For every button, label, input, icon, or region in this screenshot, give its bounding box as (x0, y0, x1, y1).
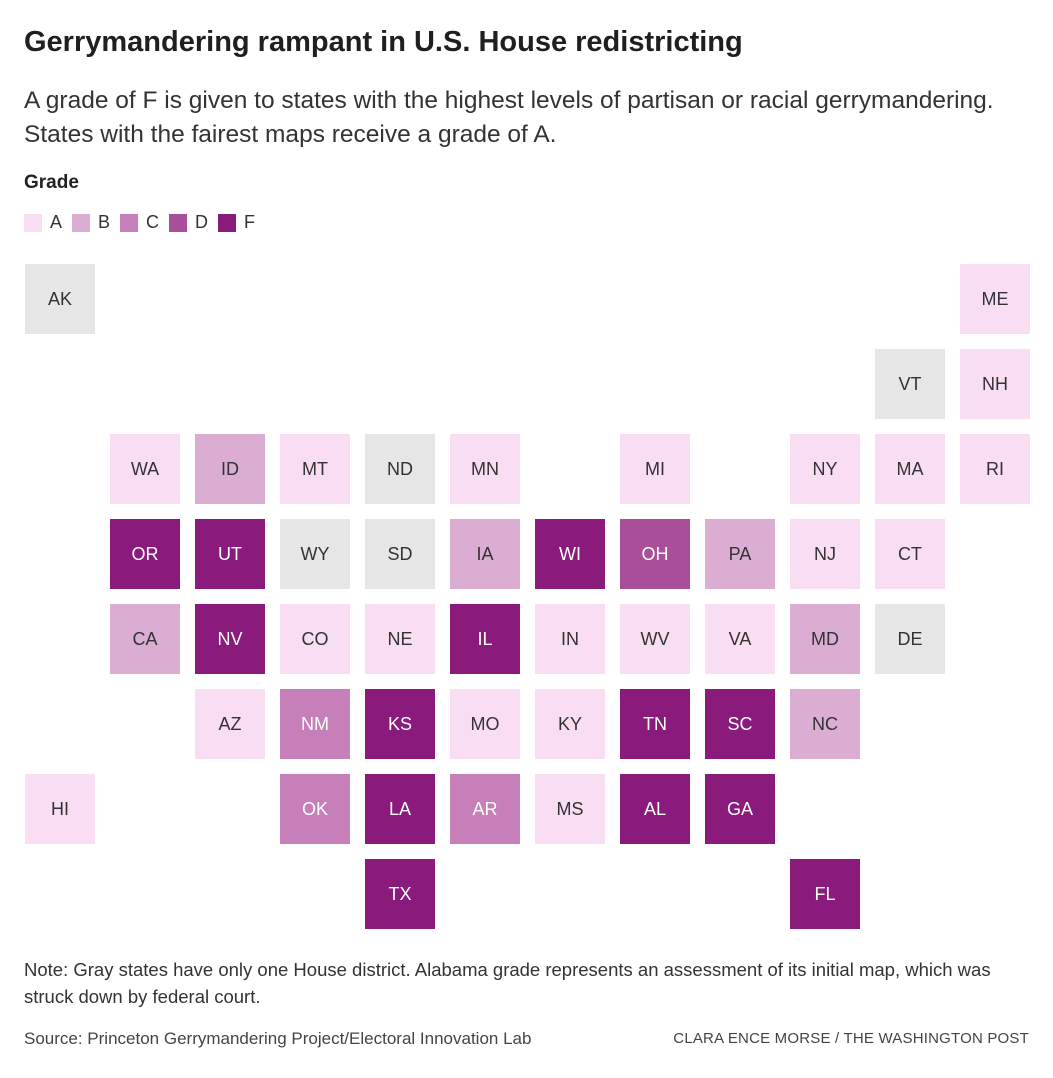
state-tile-ny: NY (790, 434, 860, 504)
chart-subtitle: A grade of F is given to states with the… (24, 87, 994, 148)
state-tile-wv: WV (620, 604, 690, 674)
state-tile-mn: MN (450, 434, 520, 504)
state-tile-wi: WI (535, 519, 605, 589)
state-tile-ri: RI (960, 434, 1030, 504)
legend-label-b: B (98, 212, 111, 232)
legend-label-c: C (146, 212, 160, 232)
legend-label-d: D (195, 212, 209, 232)
state-tile-ms: MS (535, 774, 605, 844)
state-tile-nh: NH (960, 349, 1030, 419)
state-tile-ia: IA (450, 519, 520, 589)
state-tile-in: IN (535, 604, 605, 674)
state-tile-ar: AR (450, 774, 520, 844)
state-tile-il: IL (450, 604, 520, 674)
legend-swatch-a (24, 213, 42, 232)
state-tile-or: OR (110, 519, 180, 589)
state-tile-de: DE (875, 604, 945, 674)
state-tile-me: ME (960, 264, 1030, 334)
state-tile-fl: FL (790, 859, 860, 929)
state-tile-sc: SC (705, 689, 775, 759)
state-tile-tx: TX (365, 859, 435, 929)
legend-swatch-b (72, 213, 91, 232)
state-tile-ok: OK (280, 774, 350, 844)
legend-swatch-d (169, 213, 188, 232)
state-tile-oh: OH (620, 519, 690, 589)
state-tile-al: AL (620, 774, 690, 844)
state-tile-mo: MO (450, 689, 520, 759)
state-tile-nc: NC (790, 689, 860, 759)
legend-title: Grade (24, 172, 79, 193)
chart-title: Gerrymandering rampant in U.S. House red… (24, 26, 743, 58)
state-tile-ky: KY (535, 689, 605, 759)
state-tile-pa: PA (705, 519, 775, 589)
state-tile-nv: NV (195, 604, 265, 674)
state-tile-ne: NE (365, 604, 435, 674)
state-tile-ca: CA (110, 604, 180, 674)
legend-swatch-f (218, 213, 237, 232)
legend-label-f: F (244, 212, 256, 232)
state-tile-ut: UT (195, 519, 265, 589)
legend-item-b: B (72, 212, 110, 233)
state-tile-ak: AK (25, 264, 95, 334)
state-tile-vt: VT (875, 349, 945, 419)
legend-item-c: C (120, 212, 159, 233)
state-tile-az: AZ (195, 689, 265, 759)
footnote: Note: Gray states have only one House di… (24, 959, 991, 1007)
legend-item-d: D (169, 212, 208, 233)
credit-line: CLARA ENCE MORSE / THE WASHINGTON POST (673, 1030, 1029, 1047)
state-tile-hi: HI (25, 774, 95, 844)
legend-swatch-c (120, 213, 139, 232)
legend-label-a: A (50, 212, 63, 232)
state-tile-wa: WA (110, 434, 180, 504)
state-tile-ks: KS (365, 689, 435, 759)
state-tile-md: MD (790, 604, 860, 674)
state-tile-id: ID (195, 434, 265, 504)
state-tile-nj: NJ (790, 519, 860, 589)
state-tile-wy: WY (280, 519, 350, 589)
state-tile-nm: NM (280, 689, 350, 759)
state-tile-nd: ND (365, 434, 435, 504)
legend-item-f: F (218, 212, 255, 233)
state-tile-ct: CT (875, 519, 945, 589)
state-tile-sd: SD (365, 519, 435, 589)
source-line: Source: Princeton Gerrymandering Project… (24, 1029, 532, 1048)
state-tile-ma: MA (875, 434, 945, 504)
legend-item-a: A (24, 212, 62, 233)
state-tile-co: CO (280, 604, 350, 674)
state-tile-la: LA (365, 774, 435, 844)
state-tile-ga: GA (705, 774, 775, 844)
state-tile-tn: TN (620, 689, 690, 759)
state-tile-mt: MT (280, 434, 350, 504)
state-tile-mi: MI (620, 434, 690, 504)
state-tile-va: VA (705, 604, 775, 674)
